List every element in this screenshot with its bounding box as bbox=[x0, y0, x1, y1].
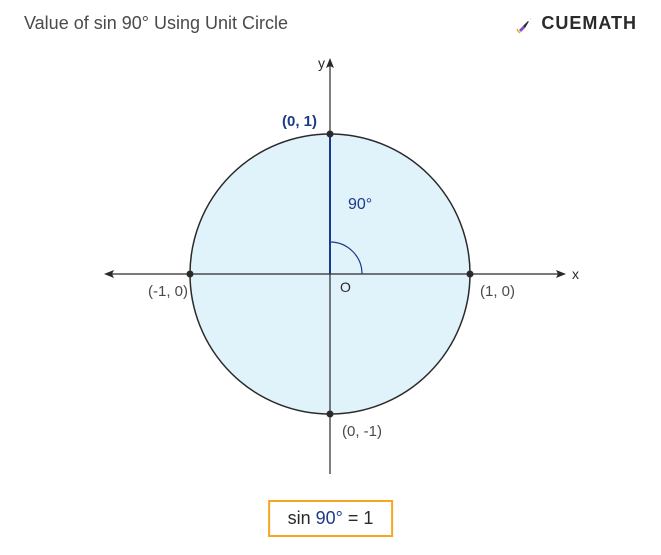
rocket-icon bbox=[515, 12, 537, 34]
svg-text:x: x bbox=[572, 266, 579, 282]
diagram-svg: x y O 90° (0, 1) (0, -1) (-1, 0) (1, 0) bbox=[0, 34, 661, 474]
result-angle: 90° bbox=[316, 508, 343, 528]
logo: CUEMATH bbox=[515, 12, 637, 34]
svg-text:(1, 0): (1, 0) bbox=[480, 283, 515, 300]
svg-text:y: y bbox=[318, 55, 325, 71]
logo-text: CUEMATH bbox=[541, 13, 637, 34]
svg-text:90°: 90° bbox=[348, 196, 372, 213]
header: Value of sin 90° Using Unit Circle CUEMA… bbox=[0, 0, 661, 34]
svg-text:O: O bbox=[340, 279, 351, 295]
svg-text:(0, 1): (0, 1) bbox=[282, 113, 317, 130]
unit-circle-diagram: x y O 90° (0, 1) (0, -1) (-1, 0) (1, 0) bbox=[0, 34, 661, 474]
result-value: = 1 bbox=[343, 508, 374, 528]
sin-label: sin bbox=[288, 508, 316, 528]
page-title: Value of sin 90° Using Unit Circle bbox=[24, 13, 288, 34]
svg-text:(0, -1): (0, -1) bbox=[342, 423, 382, 440]
result-box: sin 90° = 1 bbox=[268, 500, 394, 537]
svg-text:(-1, 0): (-1, 0) bbox=[148, 283, 188, 300]
